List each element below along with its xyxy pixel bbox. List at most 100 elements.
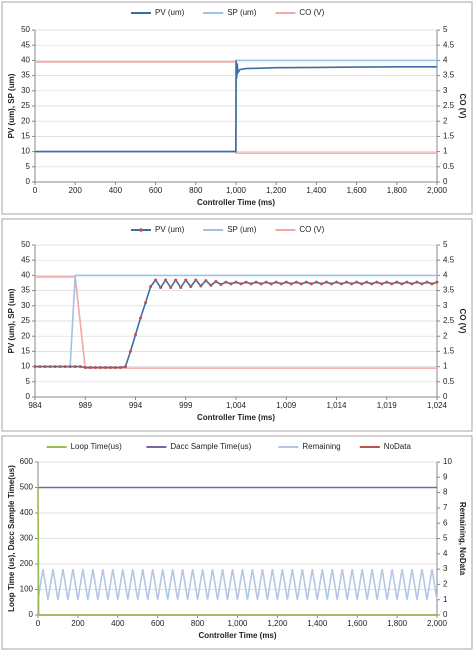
x-tick-label: 1,600 — [347, 186, 368, 195]
point-marker — [199, 284, 203, 288]
point-marker — [249, 282, 253, 286]
panel-frame — [1, 435, 473, 650]
point-marker — [48, 365, 52, 369]
y2-tick-label: 0 — [443, 392, 448, 401]
point-marker — [224, 280, 228, 284]
y2-tick-label: 0 — [443, 610, 448, 619]
point-marker — [189, 285, 193, 289]
point-marker — [58, 365, 62, 369]
x-tick-label: 2,000 — [427, 619, 448, 628]
y-tick-label: 45 — [21, 40, 30, 49]
y-tick-label: 40 — [21, 271, 30, 280]
point-marker — [68, 365, 72, 369]
y2-tick-label: 5 — [443, 240, 448, 249]
x-tick-label: 1,800 — [387, 619, 408, 628]
point-marker — [174, 278, 178, 282]
y2-tick-label: 1 — [443, 362, 448, 371]
point-marker — [420, 282, 424, 286]
y-tick-label: 25 — [21, 316, 30, 325]
y2-tick-label: 2 — [443, 116, 448, 125]
y-tick-label: 15 — [21, 132, 30, 141]
point-marker — [405, 280, 409, 284]
y2-tick-label: 2.5 — [443, 316, 455, 325]
x-tick-label: 600 — [149, 186, 163, 195]
x-tick-label: 989 — [79, 401, 93, 410]
point-marker — [123, 365, 127, 369]
y2-tick-label: 6 — [443, 518, 448, 527]
point-marker — [425, 280, 429, 284]
y2-tick-label: 7 — [443, 503, 448, 512]
point-marker — [415, 280, 419, 284]
x-tick-label: 0 — [36, 619, 41, 628]
x-tick-label: 400 — [111, 619, 125, 628]
y2-tick-label: 3.5 — [443, 286, 455, 295]
y2-tick-label: 2 — [443, 331, 448, 340]
legend-label: Loop Time(us) — [71, 442, 122, 451]
y-tick-label: 50 — [21, 240, 30, 249]
y2-tick-label: 3.5 — [443, 71, 455, 80]
point-marker — [239, 282, 243, 286]
point-marker — [385, 280, 389, 284]
point-marker — [294, 280, 298, 284]
legend-marker — [139, 228, 143, 232]
x-tick-label: 1,200 — [266, 186, 287, 195]
point-marker — [435, 280, 439, 284]
y2-tick-label: 4 — [443, 549, 448, 558]
point-marker — [304, 280, 308, 284]
x-tick-label: 1,400 — [306, 186, 327, 195]
x-axis-title: Controller Time (ms) — [197, 413, 275, 422]
y-tick-label: 45 — [21, 255, 30, 264]
point-marker — [395, 280, 399, 284]
point-marker — [254, 280, 258, 284]
point-marker — [78, 365, 82, 369]
y-tick-label: 35 — [21, 71, 30, 80]
x-tick-label: 400 — [109, 186, 123, 195]
y2-tick-label: 1 — [443, 595, 448, 604]
y2-tick-label: 9 — [443, 472, 448, 481]
point-marker — [128, 349, 132, 353]
point-marker — [400, 282, 404, 286]
y2-axis-title: CO (V) — [458, 94, 467, 119]
series-line — [37, 487, 437, 616]
x-axis-title: Controller Time (ms) — [198, 631, 276, 640]
y-tick-label: 100 — [20, 585, 34, 594]
point-marker — [103, 366, 107, 370]
series-line — [35, 276, 437, 369]
point-marker — [390, 282, 394, 286]
y2-tick-label: 4 — [443, 271, 448, 280]
y-tick-label: 5 — [26, 377, 31, 386]
point-marker — [314, 280, 318, 284]
y2-tick-label: 0.5 — [443, 162, 455, 171]
y2-tick-label: 2.5 — [443, 101, 455, 110]
y-tick-label: 600 — [20, 457, 34, 466]
y2-axis-title: CO (V) — [458, 309, 467, 334]
y2-tick-label: 4.5 — [443, 255, 455, 264]
point-marker — [340, 282, 344, 286]
x-tick-label: 1,400 — [307, 619, 328, 628]
point-marker — [299, 282, 303, 286]
point-marker — [319, 282, 323, 286]
legend-label: Remaining — [302, 442, 340, 451]
point-marker — [209, 283, 213, 287]
x-tick-label: 1,000 — [226, 186, 247, 195]
x-tick-label: 200 — [71, 619, 85, 628]
point-marker — [204, 279, 208, 283]
legend-label: PV (um) — [155, 8, 185, 17]
point-marker — [350, 282, 354, 286]
point-marker — [179, 286, 183, 290]
x-tick-label: 984 — [28, 401, 42, 410]
y-axis-title: PV (um), SP (um) — [7, 288, 16, 353]
x-tick-label: 800 — [191, 619, 205, 628]
point-marker — [53, 365, 57, 369]
y2-tick-label: 4.5 — [443, 40, 455, 49]
y2-tick-label: 5 — [443, 25, 448, 34]
y-tick-label: 50 — [21, 25, 30, 34]
y2-tick-label: 0 — [443, 177, 448, 186]
point-marker — [184, 278, 188, 282]
point-marker — [430, 282, 434, 286]
point-marker — [93, 366, 97, 370]
y2-tick-label: 5 — [443, 534, 448, 543]
y2-tick-label: 2 — [443, 580, 448, 589]
series-line — [35, 60, 437, 153]
point-marker — [38, 365, 42, 369]
